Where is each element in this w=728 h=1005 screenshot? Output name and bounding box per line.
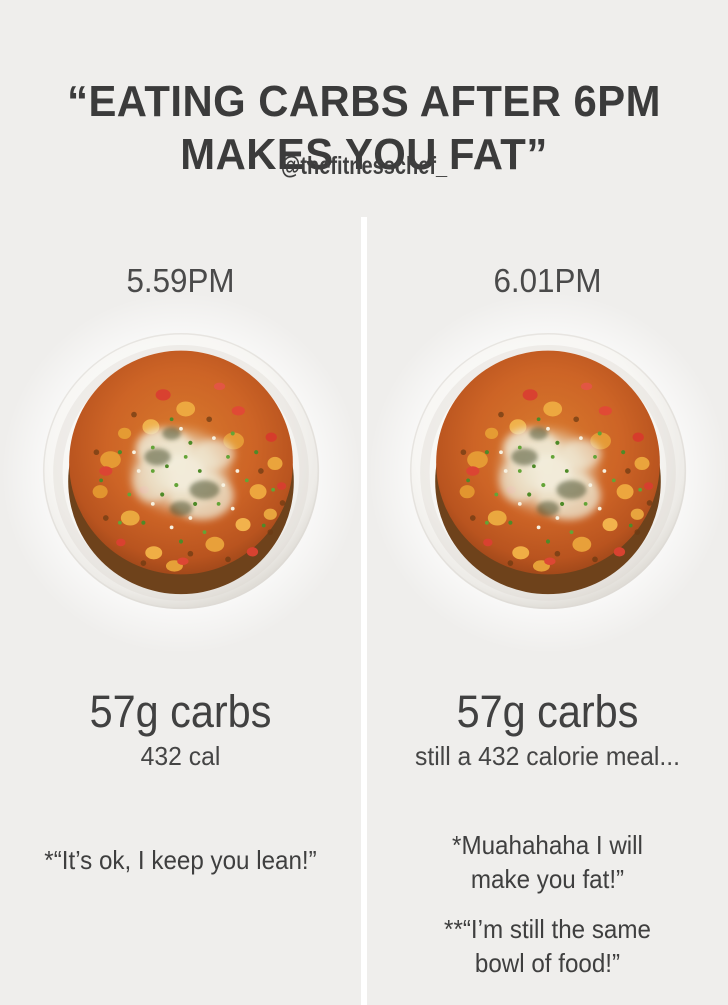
food-bowl-image bbox=[40, 330, 322, 612]
food-quote: *“It’s ok, I keep you lean!” bbox=[44, 845, 317, 875]
food-bowl-photo bbox=[407, 330, 689, 612]
author-handle: @thefitnesschef_ bbox=[280, 152, 448, 180]
carbs-amount: 57g carbs bbox=[456, 686, 639, 737]
column-divider bbox=[361, 217, 367, 1005]
food-quote: *Muahahaha I will make you fat!” bbox=[452, 830, 643, 894]
calories-text: 432 cal bbox=[140, 741, 221, 771]
food-bowl-photo bbox=[40, 330, 322, 612]
title-line-2: MAKES YOU FAT” bbox=[180, 130, 548, 180]
column-after-6pm: 6.01PM 57g carbs still a 432 calorie mea… bbox=[367, 0, 728, 1005]
quotes-block: *Muahahaha I will make you fat!” **“I’m … bbox=[367, 828, 728, 996]
column-before-6pm: 5.59PM 57g carbs 432 cal *“It’s ok, I ke… bbox=[0, 0, 361, 1005]
food-quote: **“I’m still the same bowl of food!” bbox=[444, 914, 651, 978]
quotes-block: *“It’s ok, I keep you lean!” bbox=[0, 843, 361, 893]
food-bowl-image bbox=[407, 330, 689, 612]
calories-text: still a 432 calorie meal... bbox=[415, 741, 680, 771]
page-title: “EATING CARBS AFTER 6PM MAKES YOU FAT” bbox=[18, 75, 710, 181]
title-line-1: “EATING CARBS AFTER 6PM bbox=[67, 77, 661, 127]
carbs-amount: 57g carbs bbox=[89, 686, 272, 737]
